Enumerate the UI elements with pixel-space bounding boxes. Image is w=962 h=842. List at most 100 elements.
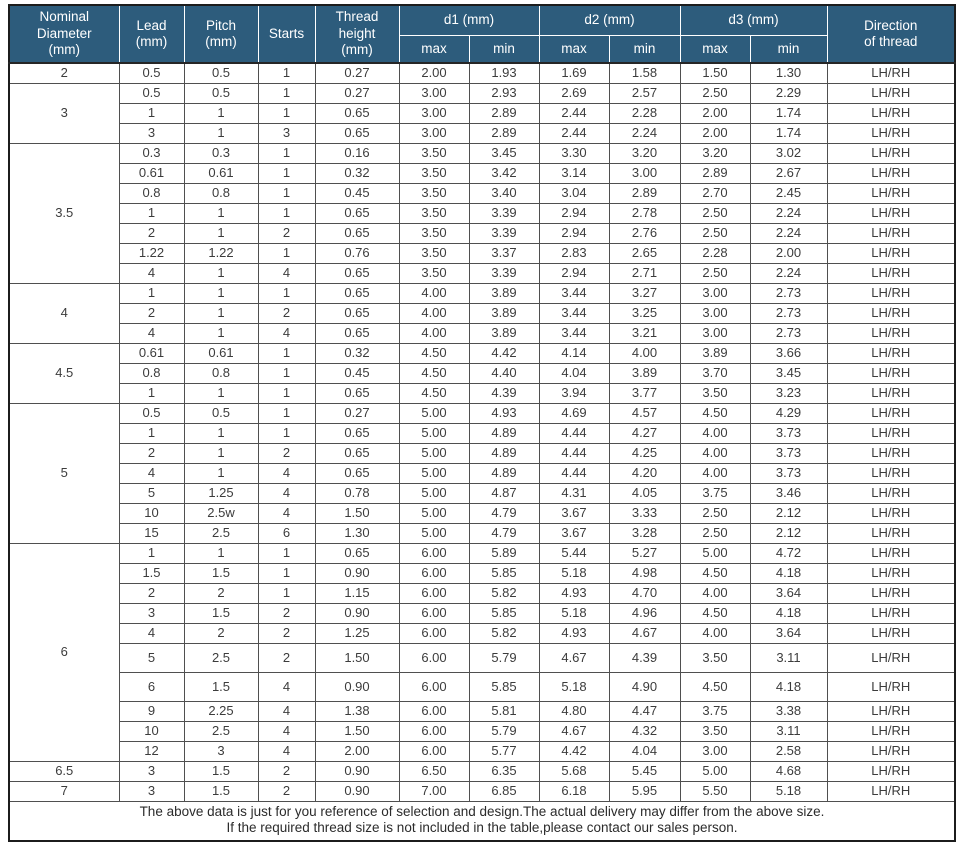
cell-lead: 1 bbox=[118, 543, 185, 564]
cell-d1_min: 4.42 bbox=[468, 343, 540, 364]
cell-d3_max: 2.28 bbox=[679, 243, 751, 264]
cell-d1_max: 6.00 bbox=[398, 543, 470, 564]
cell-d1_max: 3.50 bbox=[398, 143, 470, 164]
cell-d1_min: 3.39 bbox=[468, 263, 540, 284]
cell-d1_min: 5.79 bbox=[468, 721, 540, 742]
cell-pitch: 2.25 bbox=[183, 701, 259, 722]
cell-starts: 2 bbox=[257, 303, 316, 324]
cell-lead: 0.3 bbox=[118, 143, 185, 164]
table-body: 2 0.5 0.5 1 0.27 2.00 1.93 1.69 1.58 1.50 1.30 LH/R… bbox=[8, 62, 956, 802]
cell-d3_min: 4.68 bbox=[749, 761, 828, 782]
cell-thread_height: 1.15 bbox=[314, 583, 400, 604]
nominal-diameter-cell: 3.5 bbox=[8, 143, 120, 284]
table-row: 3 1.5 2 0.90 6.00 5.85 5.18 4.96 4.50 4.18 LH/RH bbox=[9, 603, 956, 624]
col-header-d2-min: min bbox=[608, 34, 681, 64]
cell-lead: 5 bbox=[118, 483, 185, 504]
cell-d1_min: 4.89 bbox=[468, 443, 540, 464]
cell-direction: LH/RH bbox=[826, 603, 956, 624]
cell-lead: 10 bbox=[118, 721, 185, 742]
nominal-diameter-cell: 3 bbox=[8, 83, 120, 144]
cell-d2_min: 2.57 bbox=[608, 83, 681, 104]
cell-lead: 1 bbox=[118, 203, 185, 224]
cell-d1_max: 7.00 bbox=[398, 781, 470, 802]
cell-lead: 0.8 bbox=[118, 363, 185, 384]
cell-d3_max: 2.50 bbox=[679, 223, 751, 244]
cell-starts: 2 bbox=[257, 223, 316, 244]
cell-d1_max: 4.50 bbox=[398, 363, 470, 384]
cell-pitch: 0.61 bbox=[183, 163, 259, 184]
cell-d3_min: 2.24 bbox=[749, 263, 828, 284]
cell-thread_height: 0.65 bbox=[314, 423, 400, 444]
cell-pitch: 1.25 bbox=[183, 483, 259, 504]
cell-starts: 1 bbox=[257, 103, 316, 124]
cell-d3_min: 3.66 bbox=[749, 343, 828, 364]
table-row: 5 2.5 2 1.50 6.00 5.79 4.67 4.39 3.50 3.11 LH/RH bbox=[9, 643, 956, 673]
table-row: 3 1 3 0.65 3.00 2.89 2.44 2.24 2.00 1.74 LH/RH bbox=[9, 123, 956, 144]
page: Nominal Diameter (mm) Lead (mm) Pitch (m… bbox=[8, 4, 956, 842]
cell-d2_max: 4.44 bbox=[538, 463, 610, 484]
cell-d3_max: 4.00 bbox=[679, 463, 751, 484]
table-row: 0.8 0.8 1 0.45 4.50 4.40 4.04 3.89 3.70 3.45 LH/RH bbox=[9, 363, 956, 384]
table-row: 9 2.25 4 1.38 6.00 5.81 4.80 4.47 3.75 3.38 LH/RH bbox=[9, 701, 956, 722]
cell-d1_min: 5.85 bbox=[468, 603, 540, 624]
cell-d3_max: 4.00 bbox=[679, 583, 751, 604]
cell-d2_min: 3.28 bbox=[608, 523, 681, 544]
cell-d1_min: 5.82 bbox=[468, 623, 540, 644]
col-header-d1: d1 (mm) bbox=[398, 4, 540, 36]
cell-lead: 0.61 bbox=[118, 163, 185, 184]
cell-d2_max: 4.04 bbox=[538, 363, 610, 384]
cell-d1_min: 6.85 bbox=[468, 781, 540, 802]
cell-d1_min: 2.89 bbox=[468, 103, 540, 124]
cell-d3_max: 3.75 bbox=[679, 701, 751, 722]
table-row: 3.5 0.3 0.3 1 0.16 3.50 3.45 3.30 3.20 3.20 3.02 LH… bbox=[8, 143, 956, 284]
cell-direction: LH/RH bbox=[826, 721, 956, 742]
cell-d2_min: 4.70 bbox=[608, 583, 681, 604]
cell-lead: 1 bbox=[118, 283, 185, 304]
cell-d3_max: 2.50 bbox=[679, 503, 751, 524]
cell-pitch: 1.5 bbox=[183, 603, 259, 624]
cell-d2_min: 4.00 bbox=[608, 343, 681, 364]
cell-d3_min: 2.73 bbox=[749, 283, 828, 304]
cell-thread_height: 0.65 bbox=[314, 303, 400, 324]
cell-lead: 4 bbox=[118, 323, 185, 344]
cell-pitch: 1 bbox=[183, 383, 259, 404]
cell-d1_max: 5.00 bbox=[398, 503, 470, 524]
cell-d2_max: 2.44 bbox=[538, 103, 610, 124]
cell-d3_max: 2.50 bbox=[679, 83, 751, 104]
table-row: 10 2.5w 4 1.50 5.00 4.79 3.67 3.33 2.50 2.12 LH/RH bbox=[9, 503, 956, 524]
cell-d3_max: 4.00 bbox=[679, 623, 751, 644]
cell-d1_max: 6.00 bbox=[398, 672, 470, 702]
col-header-d3-max: max bbox=[679, 34, 751, 64]
cell-d3_min: 2.45 bbox=[749, 183, 828, 204]
cell-d3_max: 4.50 bbox=[679, 563, 751, 584]
cell-d3_min: 2.67 bbox=[749, 163, 828, 184]
cell-thread_height: 0.32 bbox=[314, 343, 400, 364]
cell-thread_height: 0.27 bbox=[314, 83, 400, 104]
cell-d3_max: 2.00 bbox=[679, 123, 751, 144]
cell-lead: 0.61 bbox=[118, 343, 185, 364]
cell-d3_min: 3.23 bbox=[749, 383, 828, 404]
cell-lead: 3 bbox=[118, 781, 185, 802]
cell-d2_min: 3.77 bbox=[608, 383, 681, 404]
cell-d3_min: 2.29 bbox=[749, 83, 828, 104]
cell-d3_max: 3.00 bbox=[679, 741, 751, 762]
cell-lead: 0.5 bbox=[118, 62, 185, 84]
cell-d2_max: 3.94 bbox=[538, 383, 610, 404]
table-row: 12 3 4 2.00 6.00 5.77 4.42 4.04 3.00 2.58 LH/RH bbox=[9, 741, 956, 762]
table-row: 7 3 1.5 2 0.90 7.00 6.85 6.18 5.95 5.50 5.18 LH/RH bbox=[8, 781, 956, 802]
cell-direction: LH/RH bbox=[826, 503, 956, 524]
cell-d2_min: 2.71 bbox=[608, 263, 681, 284]
cell-lead: 2 bbox=[118, 583, 185, 604]
cell-starts: 2 bbox=[257, 761, 316, 782]
cell-d1_max: 3.00 bbox=[398, 123, 470, 144]
cell-d1_min: 5.81 bbox=[468, 701, 540, 722]
cell-d3_min: 3.64 bbox=[749, 623, 828, 644]
cell-thread_height: 0.16 bbox=[314, 143, 400, 164]
cell-d3_min: 3.02 bbox=[749, 143, 828, 164]
cell-d2_max: 2.69 bbox=[538, 83, 610, 104]
cell-d3_min: 3.73 bbox=[749, 463, 828, 484]
cell-pitch: 2.5 bbox=[183, 721, 259, 742]
cell-starts: 1 bbox=[257, 543, 316, 564]
cell-thread_height: 0.65 bbox=[314, 223, 400, 244]
col-header-d1-max: max bbox=[398, 34, 470, 64]
